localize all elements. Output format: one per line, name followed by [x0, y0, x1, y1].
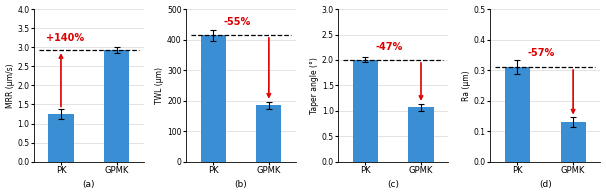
Bar [48, 114, 73, 162]
Bar [201, 35, 225, 162]
Bar [353, 60, 378, 162]
X-axis label: (a): (a) [82, 180, 95, 190]
X-axis label: (d): (d) [539, 180, 551, 190]
Bar [561, 122, 585, 162]
Text: +140%: +140% [46, 33, 84, 43]
Text: -55%: -55% [224, 17, 251, 27]
Y-axis label: Taper angle (°): Taper angle (°) [310, 57, 319, 114]
Text: -47%: -47% [376, 42, 403, 52]
Text: -57%: -57% [528, 48, 555, 58]
Bar [505, 67, 530, 162]
Y-axis label: MRR (μm/s): MRR (μm/s) [5, 63, 15, 108]
X-axis label: (b): (b) [235, 180, 247, 190]
Bar [104, 50, 129, 162]
Bar [256, 105, 281, 162]
Y-axis label: Ra (μm): Ra (μm) [462, 70, 471, 101]
X-axis label: (c): (c) [387, 180, 399, 190]
Bar [408, 107, 433, 162]
Y-axis label: TWL (μm): TWL (μm) [155, 67, 164, 104]
